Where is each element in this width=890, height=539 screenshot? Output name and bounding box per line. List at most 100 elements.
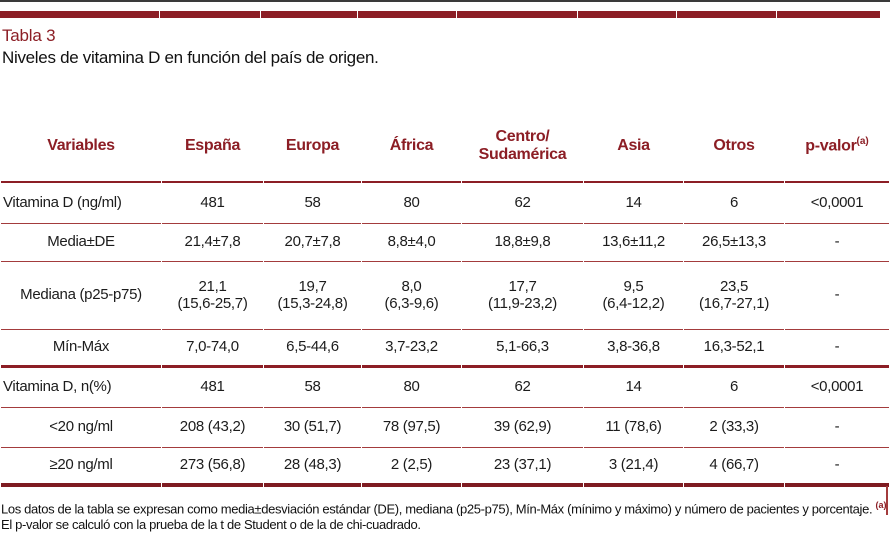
column-header-2: Europa — [264, 110, 361, 183]
data-cell: - — [785, 408, 889, 448]
table-row: Vitamina D (ng/ml) 481 58 80 62 14 6 <0,0001 — [1, 183, 889, 224]
table-body: Vitamina D (ng/ml) 481 58 80 62 14 6 <0,0001 Med… — [1, 183, 889, 487]
data-cell: 20,7±7,8 — [264, 224, 361, 262]
column-header-label: España — [184, 136, 241, 154]
table-row: Mín-Máx 7,0-74,0 6,5-44,6 3,7-23,2 5,1-66,3 3… — [1, 330, 889, 368]
data-cell: 4 (66,7) — [684, 448, 784, 487]
data-cell: 30 (51,7) — [264, 408, 361, 448]
column-header-label: Centro/ Sudamérica — [478, 127, 567, 163]
column-header-3: África — [362, 110, 461, 183]
table-top-accent-bar — [0, 11, 890, 18]
column-header-7: p-valor(a) — [785, 110, 889, 183]
data-cell: 80 — [362, 183, 461, 224]
data-cell: 28 (48,3) — [264, 448, 361, 487]
footnote-text-1: Los datos de la tabla se expresan como m… — [1, 501, 876, 517]
data-cell: 6,5-44,6 — [264, 330, 361, 368]
data-cell: 13,6±11,2 — [584, 224, 683, 262]
vitamin-table: Variables España Europa África Centro/ Sudam… — [0, 110, 890, 487]
data-cell: 62 — [462, 183, 583, 224]
row-label: <20 ng/ml — [1, 408, 161, 448]
accent-bar-segment — [578, 11, 676, 18]
column-header-5: Asia — [584, 110, 683, 183]
accent-bar-segment — [777, 11, 880, 18]
row-label: Media±DE — [1, 224, 161, 262]
data-cell: 26,5±13,3 — [684, 224, 784, 262]
table-header: Variables España Europa África Centro/ Sudam… — [1, 110, 889, 183]
column-header-1: España — [162, 110, 263, 183]
data-cell: 16,3-52,1 — [684, 330, 784, 368]
column-header-superscript: (a) — [856, 135, 869, 147]
column-header-label: Asia — [617, 136, 650, 154]
data-cell: 6 — [684, 183, 784, 224]
data-cell: - — [785, 448, 889, 487]
accent-bar-segment — [677, 11, 776, 18]
accent-bar-segment — [160, 11, 260, 18]
footnote-sup-a: (a) — [875, 500, 887, 510]
data-cell: 7,0-74,0 — [162, 330, 263, 368]
data-cell: - — [785, 330, 889, 368]
data-cell: 9,5 (6,4-12,2) — [584, 262, 683, 330]
data-cell: 11 (78,6) — [584, 408, 683, 448]
data-cell: 5,1-66,3 — [462, 330, 583, 368]
column-header-label: África — [389, 136, 434, 154]
table-footnote: Los datos de la tabla se expresan como m… — [1, 497, 889, 533]
data-cell: 21,1 (15,6-25,7) — [162, 262, 263, 330]
table-row: Mediana (p25-p75) 21,1 (15,6-25,7) 19,7 (1… — [1, 262, 889, 330]
accent-bar-segment — [0, 11, 159, 18]
data-cell: 3,7-23,2 — [362, 330, 461, 368]
data-cell: 8,8±4,0 — [362, 224, 461, 262]
table-caption: Niveles de vitamina D en función del paí… — [2, 48, 379, 67]
data-cell: 21,4±7,8 — [162, 224, 263, 262]
row-label: Mín-Máx — [1, 330, 161, 368]
data-cell: 8,0 (6,3-9,6) — [362, 262, 461, 330]
accent-bar-segment — [261, 11, 357, 18]
data-cell: 14 — [584, 183, 683, 224]
column-header-label: Variables — [47, 136, 115, 154]
data-cell: <0,0001 — [785, 368, 889, 408]
data-cell: 481 — [162, 368, 263, 408]
data-cell: - — [785, 262, 889, 330]
data-cell: 14 — [584, 368, 683, 408]
header-row: Variables España Europa África Centro/ Sudam… — [1, 110, 889, 183]
accent-bar-segment — [358, 11, 456, 18]
data-cell: 2 (33,3) — [684, 408, 784, 448]
table-row: ≥20 ng/ml 273 (56,8) 28 (48,3) 2 (2,5) 23 (3… — [1, 448, 889, 487]
data-cell: 3,8-36,8 — [584, 330, 683, 368]
data-cell: 23 (37,1) — [462, 448, 583, 487]
data-cell: 80 — [362, 368, 461, 408]
data-cell: 62 — [462, 368, 583, 408]
table-row: Vitamina D, n(%) 481 58 80 62 14 6 <0,0001 — [1, 368, 889, 408]
data-cell: 17,7 (11,9-23,2) — [462, 262, 583, 330]
column-header-6: Otros — [684, 110, 784, 183]
column-header-label: Europa — [285, 136, 340, 154]
row-label: Vitamina D (ng/ml) — [1, 183, 161, 224]
data-cell: 2 (2,5) — [362, 448, 461, 487]
table-row: Media±DE 21,4±7,8 20,7±7,8 8,8±4,0 18,8±9,8 1… — [1, 224, 889, 262]
page-top-edge-line — [0, 0, 890, 2]
data-cell: 19,7 (15,3-24,8) — [264, 262, 361, 330]
data-cell: 273 (56,8) — [162, 448, 263, 487]
column-header-0: Variables — [1, 110, 161, 183]
data-cell: 78 (97,5) — [362, 408, 461, 448]
accent-bar-segment — [457, 11, 577, 18]
column-header-label: Otros — [713, 136, 755, 154]
row-label: ≥20 ng/ml — [1, 448, 161, 487]
data-cell: 481 — [162, 183, 263, 224]
data-cell: 23,5 (16,7-27,1) — [684, 262, 784, 330]
data-cell: 3 (21,4) — [584, 448, 683, 487]
data-cell: 58 — [264, 368, 361, 408]
data-cell: - — [785, 224, 889, 262]
data-cell: 208 (43,2) — [162, 408, 263, 448]
row-label: Vitamina D, n(%) — [1, 368, 161, 408]
right-edge-mark — [886, 486, 888, 515]
data-cell: 6 — [684, 368, 784, 408]
data-cell: <0,0001 — [785, 183, 889, 224]
column-header-label: p-valor — [805, 137, 857, 155]
row-label: Mediana (p25-p75) — [1, 262, 161, 330]
data-cell: 58 — [264, 183, 361, 224]
footnote-text-2: El p-valor se calculó con la prueba de l… — [1, 517, 421, 533]
table-row: <20 ng/ml 208 (43,2) 30 (51,7) 78 (97,5) 39 … — [1, 408, 889, 448]
column-header-4: Centro/ Sudamérica — [462, 110, 583, 183]
table-number-title: Tabla 3 — [2, 26, 56, 45]
